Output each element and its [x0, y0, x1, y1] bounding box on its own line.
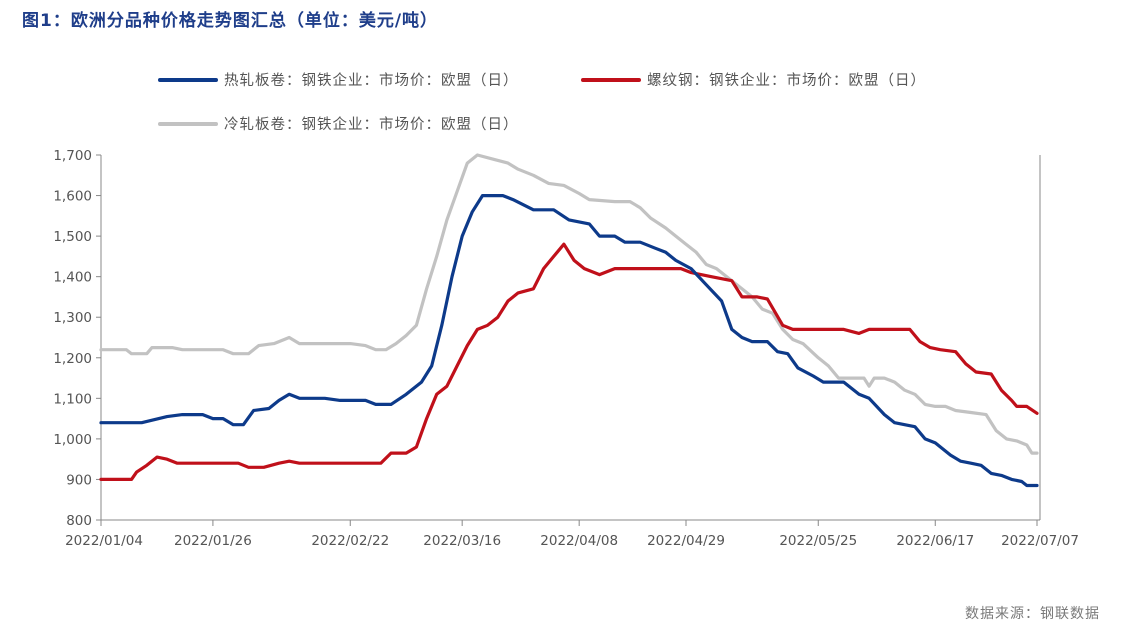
- y-tick-label: 1,000: [53, 432, 92, 448]
- y-tick-label: 1,600: [53, 189, 92, 205]
- legend-item-cold-rolled-coil: 冷轧板卷：钢铁企业：市场价：欧盟（日）: [158, 115, 519, 133]
- data-source: 数据来源：钢联数据: [965, 606, 1100, 622]
- legend-label: 热轧板卷：钢铁企业：市场价：欧盟（日）: [224, 71, 519, 89]
- axes: 800 900 1,000 1,100 1,200 1,300 1,400 1,500 1,60…: [53, 148, 1079, 549]
- y-tick-label: 1,300: [53, 310, 92, 326]
- x-tick-label: 2022/04/08: [540, 533, 618, 549]
- y-tick-label: 800: [66, 513, 92, 529]
- y-tick-label: 1,400: [53, 270, 92, 286]
- x-tick-label: 2022/05/25: [779, 533, 857, 549]
- x-tick-label: 2022/06/17: [896, 533, 974, 549]
- y-tick-label: 1,700: [53, 148, 92, 164]
- y-tick-label: 1,200: [53, 351, 92, 367]
- x-tick-label: 2022/03/16: [423, 533, 501, 549]
- x-tick-label: 2022/01/26: [174, 533, 252, 549]
- cold-rolled-coil-line: [99, 153, 1039, 455]
- legend: 热轧板卷：钢铁企业：市场价：欧盟（日） 螺纹钢：钢铁企业：市场价：欧盟（日） 冷轧板…: [158, 71, 926, 133]
- y-tick-label: 1,100: [53, 391, 92, 407]
- legend-label: 螺纹钢：钢铁企业：市场价：欧盟（日）: [647, 71, 926, 89]
- rebar-line: [99, 242, 1039, 481]
- x-tick-label: 2022/01/04: [65, 533, 143, 549]
- hot-rolled-coil-line: [99, 194, 1039, 488]
- y-tick-label: 1,500: [53, 229, 92, 245]
- x-tick-label: 2022/07/07: [1001, 533, 1079, 549]
- chart-title: 图1：欧洲分品种价格走势图汇总（单位：美元/吨）: [22, 11, 439, 31]
- series-lines: [99, 153, 1039, 488]
- legend-item-rebar: 螺纹钢：钢铁企业：市场价：欧盟（日）: [581, 71, 926, 89]
- y-tick-label: 900: [66, 472, 92, 488]
- legend-label: 冷轧板卷：钢铁企业：市场价：欧盟（日）: [224, 115, 519, 133]
- x-tick-label: 2022/04/29: [647, 533, 725, 549]
- x-tick-label: 2022/02/22: [311, 533, 389, 549]
- legend-item-hot-rolled-coil: 热轧板卷：钢铁企业：市场价：欧盟（日）: [158, 71, 519, 89]
